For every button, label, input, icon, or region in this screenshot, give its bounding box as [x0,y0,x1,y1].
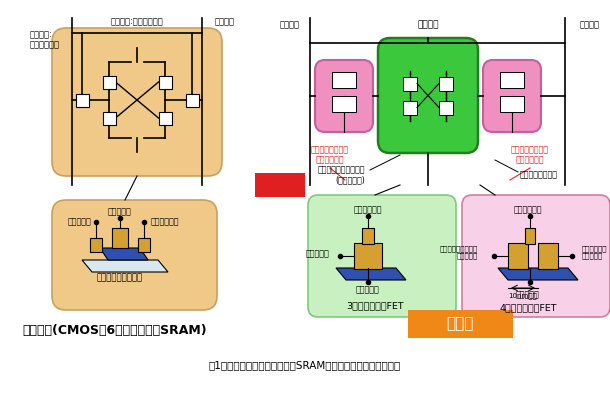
Bar [332,96,356,112]
Text: 駆動力調整用
ゲート端子: 駆動力調整用 ゲート端子 [582,245,608,259]
Bar [112,228,128,248]
Text: ビット線: ビット線 [280,20,300,30]
Text: フリップフロップ回路
(記憶保持部): フリップフロップ回路 (記憶保持部) [317,165,365,185]
Text: 新方式: 新方式 [447,316,474,332]
Text: ビット線: ビット線 [580,20,600,30]
Text: ソース端子: ソース端子 [516,290,540,300]
Text: ソース端子: ソース端子 [356,286,380,294]
Bar [362,228,374,244]
Text: 選択トランジスタ
駆動力制御線: 選択トランジスタ 駆動力制御線 [311,145,349,165]
Text: ドレイン端子: ドレイン端子 [354,206,382,214]
Text: 平面型トランジスタ: 平面型トランジスタ [97,274,143,282]
Bar [408,310,513,338]
Bar [255,173,305,197]
Bar [525,228,535,244]
FancyBboxPatch shape [483,60,541,132]
Bar [508,243,528,269]
Bar [185,94,198,106]
Text: ドレイン端子: ドレイン端子 [514,206,542,214]
Bar [90,238,102,252]
Text: 図1　従来方式に対する新方式SRAMの回路構成と素子の模式図: 図1 従来方式に対する新方式SRAMの回路構成と素子の模式図 [209,360,401,370]
Bar [500,96,524,112]
Bar [159,76,171,88]
Polygon shape [336,268,406,280]
Text: ドレイン端子: ドレイン端子 [151,218,179,226]
Text: ビット線: ビット線 [215,18,235,26]
FancyBboxPatch shape [308,195,456,317]
Text: 選択トランジスタ: 選択トランジスタ [520,170,558,180]
Text: トランジスタ駆動用
ゲート端子: トランジスタ駆動用 ゲート端子 [440,245,478,259]
Bar [76,94,88,106]
Text: ワード線:選択信号入力: ワード線:選択信号入力 [110,18,163,26]
Bar [138,238,150,252]
Bar [332,72,356,88]
Bar [403,76,417,90]
FancyBboxPatch shape [378,38,478,153]
Bar [500,72,524,88]
Polygon shape [82,260,168,272]
Bar [102,112,115,124]
Text: ワード線: ワード線 [417,20,439,30]
FancyBboxPatch shape [52,28,222,176]
Text: 選択トランジスタ
駆動力制御線: 選択トランジスタ 駆動力制御線 [511,145,549,165]
Bar [102,76,115,88]
Bar [159,112,171,124]
Text: 3端子フィン型FET: 3端子フィン型FET [346,302,404,310]
Text: 4端子フィン型FET: 4端子フィン型FET [499,304,557,312]
FancyBboxPatch shape [52,200,217,310]
Text: ゲート端子: ゲート端子 [306,250,330,258]
Text: ソース端子: ソース端子 [68,218,92,226]
Polygon shape [100,248,148,260]
Text: ゲート端子: ゲート端子 [108,208,132,216]
FancyBboxPatch shape [315,60,373,132]
Bar [403,100,417,114]
Bar [538,243,558,269]
Bar [354,243,382,269]
Text: ビット線:
データ入出力: ビット線: データ入出力 [30,30,60,50]
FancyBboxPatch shape [462,195,610,317]
Text: 10nm程度: 10nm程度 [509,293,537,299]
Bar [439,100,453,114]
Bar [439,76,453,90]
Polygon shape [498,268,578,280]
Text: 従来方式(CMOS式6トランジスタSRAM): 従来方式(CMOS式6トランジスタSRAM) [23,324,207,336]
